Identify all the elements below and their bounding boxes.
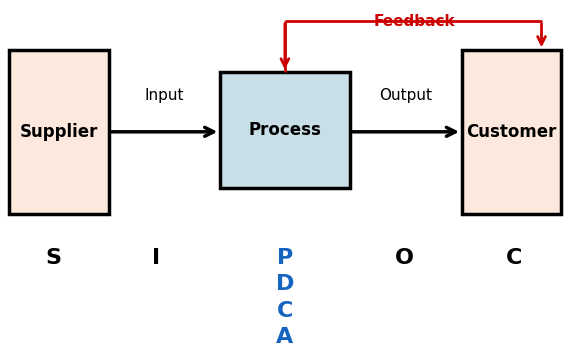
Text: Output: Output [379, 88, 432, 103]
Text: Input: Input [145, 88, 184, 103]
Text: Feedback: Feedback [373, 14, 455, 29]
Bar [220, 72, 349, 188]
Text: P
D
C
A: P D C A [276, 248, 294, 347]
Text: Supplier: Supplier [20, 123, 98, 141]
Text: O: O [395, 248, 414, 268]
Text: Customer: Customer [467, 123, 557, 141]
Text: Process: Process [248, 121, 321, 139]
Text: C: C [505, 248, 522, 268]
Bar [9, 50, 109, 214]
Bar [462, 50, 561, 214]
Text: I: I [151, 248, 160, 268]
Text: S: S [45, 248, 61, 268]
